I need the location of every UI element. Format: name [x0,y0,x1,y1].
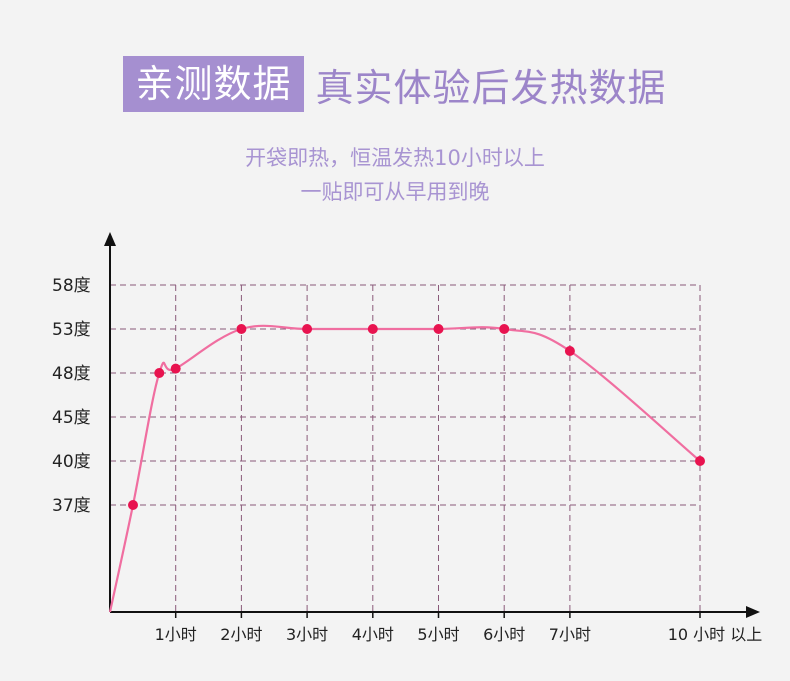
y-tick-label: 37度 [52,496,91,516]
data-point [170,363,181,374]
title-tag: 亲测数据 [123,56,304,112]
data-point [154,368,165,378]
data-point [127,500,138,510]
data-point [236,324,247,334]
x-tick-label: 7小时 [549,625,591,644]
x-tick-label: 6小时 [483,625,525,644]
chart-grid [110,284,701,612]
x-tick-label: 4小时 [352,625,394,644]
x-tick-label: 10 小时 以上 [668,625,763,644]
x-axis-arrow [746,606,760,618]
page-title: 真实体验后发热数据 [315,65,667,110]
temperature-line [108,324,701,613]
subtitle-line-2: 一贴即可从早用到晚 [300,180,490,204]
data-point [564,346,575,356]
data-point [302,324,313,334]
subtitle-line-1: 开袋即热，恒温发热10小时以上 [245,146,545,170]
y-tick-label: 53度 [52,320,91,340]
chart-axes [104,232,760,618]
x-tick-label: 3小时 [286,625,328,644]
x-tick-labels: 1小时 2小时 3小时 4小时 5小时 6小时 7小时 10 小时 以上 [155,625,763,644]
data-points [127,324,705,510]
y-axis-arrow [104,232,116,246]
y-tick-label: 45度 [52,408,91,428]
x-tick-label: 1小时 [155,625,197,644]
y-tick-label: 40度 [52,452,91,472]
x-tick-label: 5小时 [417,625,459,644]
data-point [695,456,705,466]
y-tick-labels: 37度 40度 45度 48度 53度 58度 [52,276,91,516]
x-tick-label: 2小时 [220,625,262,644]
y-tick-label: 48度 [52,364,91,384]
data-point [433,324,444,334]
data-point [367,324,378,334]
data-point [499,324,510,334]
data-line [108,324,701,613]
y-tick-label: 58度 [52,276,91,296]
header: 亲测数据 真实体验后发热数据 [0,56,790,112]
